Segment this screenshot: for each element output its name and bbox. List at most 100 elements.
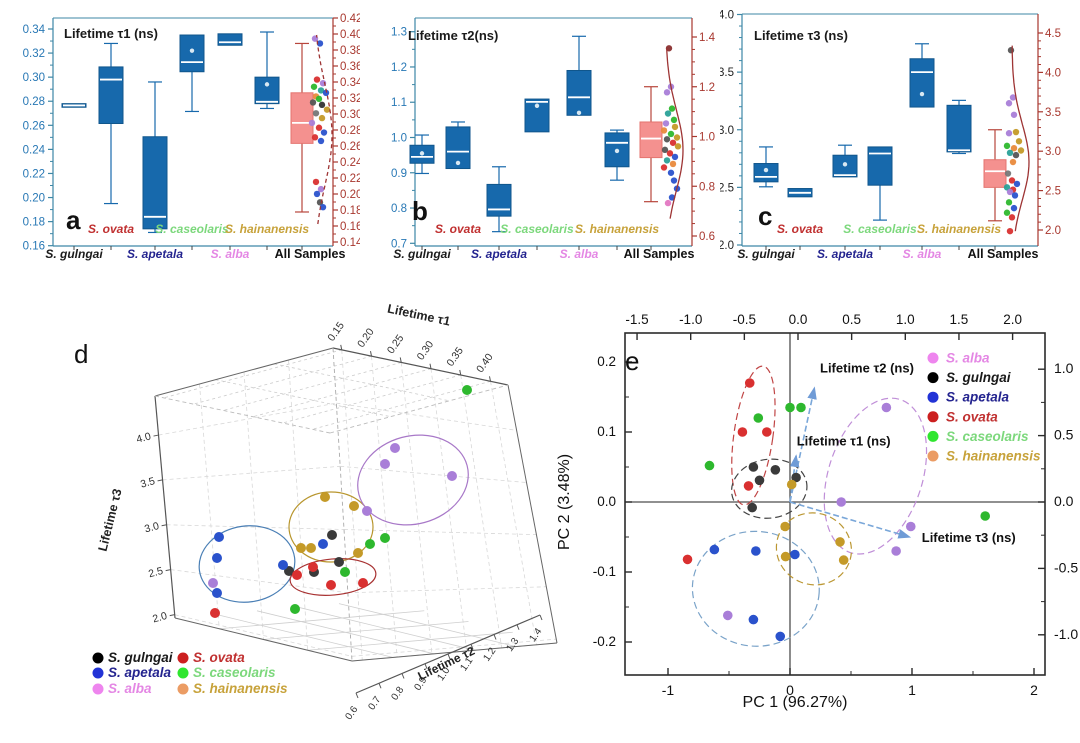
points-alba (208, 443, 457, 588)
points-caseolaris (290, 385, 472, 614)
svg-text:S. ovata: S. ovata (193, 650, 245, 665)
panel-letter: b (412, 196, 428, 226)
x-label-ovata: S. ovata (435, 222, 481, 236)
svg-text:0.28: 0.28 (23, 96, 45, 108)
svg-text:4.0: 4.0 (1045, 67, 1061, 79)
legend-item-caseolaris: S. caseolaris (177, 665, 276, 680)
svg-text:0.8: 0.8 (391, 203, 407, 215)
svg-text:0.22: 0.22 (340, 173, 360, 185)
left-axis-a: 0.16 0.18 0.20 0.22 0.24 0.26 0.28 0.30 0.32 0.34 (23, 24, 53, 253)
svg-text:-0.1: -0.1 (593, 564, 616, 579)
pc1-axis-label: PC 1 (96.27%) (743, 694, 848, 711)
svg-text:S. hainanensis: S. hainanensis (946, 449, 1041, 464)
panel-letter: e (625, 346, 639, 376)
svg-text:4.0: 4.0 (720, 10, 734, 22)
points-alba (722, 402, 916, 621)
scatter3d-panel: 0.15 0.20 0.25 0.30 0.35 0.40 Lifetime τ1 4.0 3.… (74, 302, 558, 722)
legend-item-gulngai: S. gulngai (927, 370, 1011, 385)
tau2-tick: 0.8 (389, 685, 406, 703)
svg-text:0.16: 0.16 (340, 221, 360, 233)
cluster-ellipse-hainanensis (775, 512, 853, 586)
svg-text:0.30: 0.30 (23, 72, 45, 84)
svg-text:S. alba: S. alba (946, 351, 990, 366)
box-caseolaris (867, 146, 893, 221)
svg-text:1.3: 1.3 (391, 27, 407, 39)
left-axis-c: 2.0 2.5 3.0 3.5 4.0 (718, 10, 742, 252)
legend-item-apetala: S. apetala (927, 390, 1010, 405)
cluster-ellipse-ovata (731, 365, 776, 506)
pc2-axis-label: PC 2 (3.48%) (556, 454, 573, 550)
svg-text:0.0: 0.0 (789, 312, 808, 327)
box-hainanensis (254, 31, 280, 110)
svg-text:0.22: 0.22 (23, 168, 45, 180)
box-ovata (445, 121, 471, 170)
svg-text:S. hainanensis: S. hainanensis (193, 681, 288, 696)
all-samples-points (1003, 47, 1025, 235)
box-apetala (486, 166, 512, 233)
loading-arrow-2: Lifetime τ1 (ns) (789, 433, 891, 503)
points-ovata (210, 562, 368, 618)
svg-text:1.5: 1.5 (950, 312, 969, 327)
x-label-hainanensis: S. hainanensis (575, 222, 659, 236)
svg-text:S. ovata: S. ovata (946, 409, 998, 424)
tau1-tick: 0.40 (474, 351, 496, 375)
x-label-alba: S. alba (211, 247, 250, 261)
panel-a-boxplot-tau1: 0.16 0.18 0.20 0.22 0.24 0.26 0.28 0.30 0.32 0.34… (0, 0, 363, 270)
box-alba (566, 35, 592, 116)
boxplot-panel-a: 0.16 0.18 0.20 0.22 0.24 0.26 0.28 0.30 0.32 0.34… (23, 13, 363, 261)
svg-text:0.18: 0.18 (340, 205, 360, 217)
points-gulngai (747, 462, 801, 513)
svg-text:-0.5: -0.5 (733, 312, 756, 327)
tau3-axis-label: Lifetime τ3 (96, 487, 125, 552)
svg-text:1.1: 1.1 (391, 97, 407, 109)
svg-text:1.0: 1.0 (699, 132, 715, 144)
svg-text:0.0: 0.0 (1054, 493, 1074, 509)
tau1-axis-label: Lifetime τ1 (386, 302, 451, 329)
svg-text:2.5: 2.5 (1045, 186, 1061, 198)
box-ovata (98, 42, 124, 205)
svg-text:4.5: 4.5 (1045, 28, 1061, 40)
points-gulngai (284, 530, 344, 577)
box-caseolaris (179, 34, 205, 113)
x-label-hainanensis: S. hainanensis (225, 222, 309, 236)
svg-text:3.0: 3.0 (1045, 146, 1061, 158)
x-label-ovata: S. ovata (777, 222, 823, 236)
x-label-gulngai: S. gulngai (393, 247, 451, 261)
tau3-tick: 2.5 (147, 565, 164, 580)
box-all-samples (983, 129, 1007, 222)
box-apetala (832, 144, 858, 178)
loading-axis-top: -1.5 -1.0 -0.5 0.0 0.5 1.0 1.5 2.0 (625, 312, 1022, 340)
svg-text:S. gulngai: S. gulngai (108, 650, 173, 665)
svg-text:0.42: 0.42 (340, 13, 360, 25)
svg-text:0.7: 0.7 (391, 238, 407, 250)
tau2-tick: 0.6 (343, 704, 360, 722)
svg-text:0: 0 (786, 682, 794, 698)
svg-text:S. gulngai: S. gulngai (946, 370, 1011, 385)
x-label-caseolaris: S. caseolaris (843, 222, 917, 236)
tau3-tick: 2.0 (151, 610, 168, 625)
distribution-curve (666, 48, 684, 219)
svg-text:S. alba: S. alba (108, 681, 152, 696)
x-label-alba: S. alba (560, 247, 599, 261)
svg-text:2.0: 2.0 (1003, 312, 1022, 327)
points-ovata (682, 378, 772, 565)
tau1-tick: 0.30 (415, 339, 437, 363)
cluster-ellipse (198, 525, 296, 603)
svg-text:0.24: 0.24 (340, 157, 360, 169)
legend-pca: S. alba S. gulngai S. apetala S. ovata S. ca… (927, 351, 1041, 464)
right-axis-a: 0.14 0.16 0.18 0.20 0.22 0.24 0.26 0.28 0.30 0.32… (333, 13, 363, 249)
svg-text:3.0: 3.0 (720, 125, 734, 137)
tau1-tick: 0.35 (444, 345, 466, 369)
box-all-samples (290, 42, 314, 213)
svg-text:0.18: 0.18 (23, 217, 45, 229)
svg-text:3.5: 3.5 (1045, 107, 1061, 119)
box-alba (217, 33, 243, 46)
panel-d-3d-scatter: 0.15 0.20 0.25 0.30 0.35 0.40 Lifetime τ1 4.0 3.… (60, 293, 580, 743)
svg-text:0.0: 0.0 (597, 494, 616, 509)
svg-text:-1.5: -1.5 (625, 312, 648, 327)
svg-text:S. caseolaris: S. caseolaris (946, 429, 1029, 444)
legend-item-apetala: S. apetala (92, 665, 172, 680)
tau3-tick: 3.0 (143, 520, 160, 535)
svg-text:0.16: 0.16 (23, 241, 45, 253)
